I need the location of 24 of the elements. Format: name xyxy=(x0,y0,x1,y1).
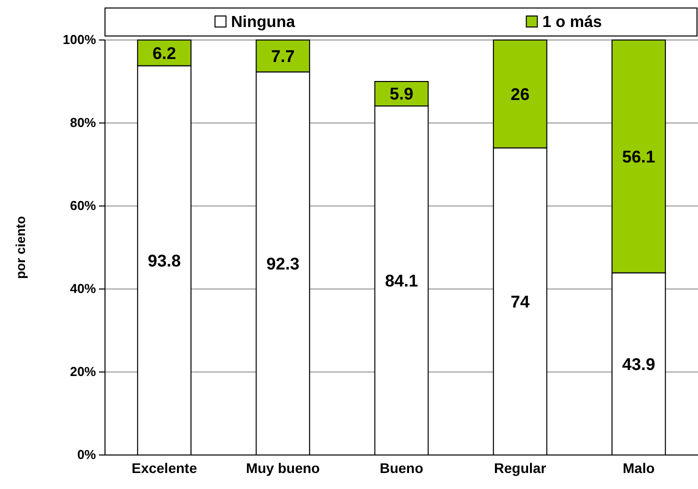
data-label: 26 xyxy=(510,84,530,104)
data-label: 74 xyxy=(510,292,530,312)
y-tick-label: 20% xyxy=(70,364,96,380)
data-label: 6.2 xyxy=(152,44,176,63)
data-label: 84.1 xyxy=(384,271,418,290)
data-label: 92.3 xyxy=(266,254,300,274)
y-axis-title: por ciento xyxy=(13,216,28,279)
data-label: 93.8 xyxy=(148,251,181,270)
legend-label: Ninguna xyxy=(231,14,296,31)
legend-label: 1 o más xyxy=(542,14,602,31)
x-tick-label: Regular xyxy=(494,460,547,476)
data-label: 5.9 xyxy=(390,84,414,104)
data-label: 56.1 xyxy=(622,147,656,166)
y-tick-label: 80% xyxy=(70,115,96,130)
y-tick-label: 100% xyxy=(62,32,96,48)
x-tick-label: Bueno xyxy=(380,460,424,476)
data-label: 43.9 xyxy=(622,354,656,374)
y-tick-label: 60% xyxy=(70,198,96,214)
x-tick-label: Excelente xyxy=(132,460,198,476)
x-tick-label: Malo xyxy=(622,460,655,476)
y-tick-label: 40% xyxy=(70,281,96,296)
data-label: 7.7 xyxy=(271,46,295,66)
x-tick-label: Muy bueno xyxy=(246,460,320,476)
y-tick-label: 0% xyxy=(77,447,96,462)
